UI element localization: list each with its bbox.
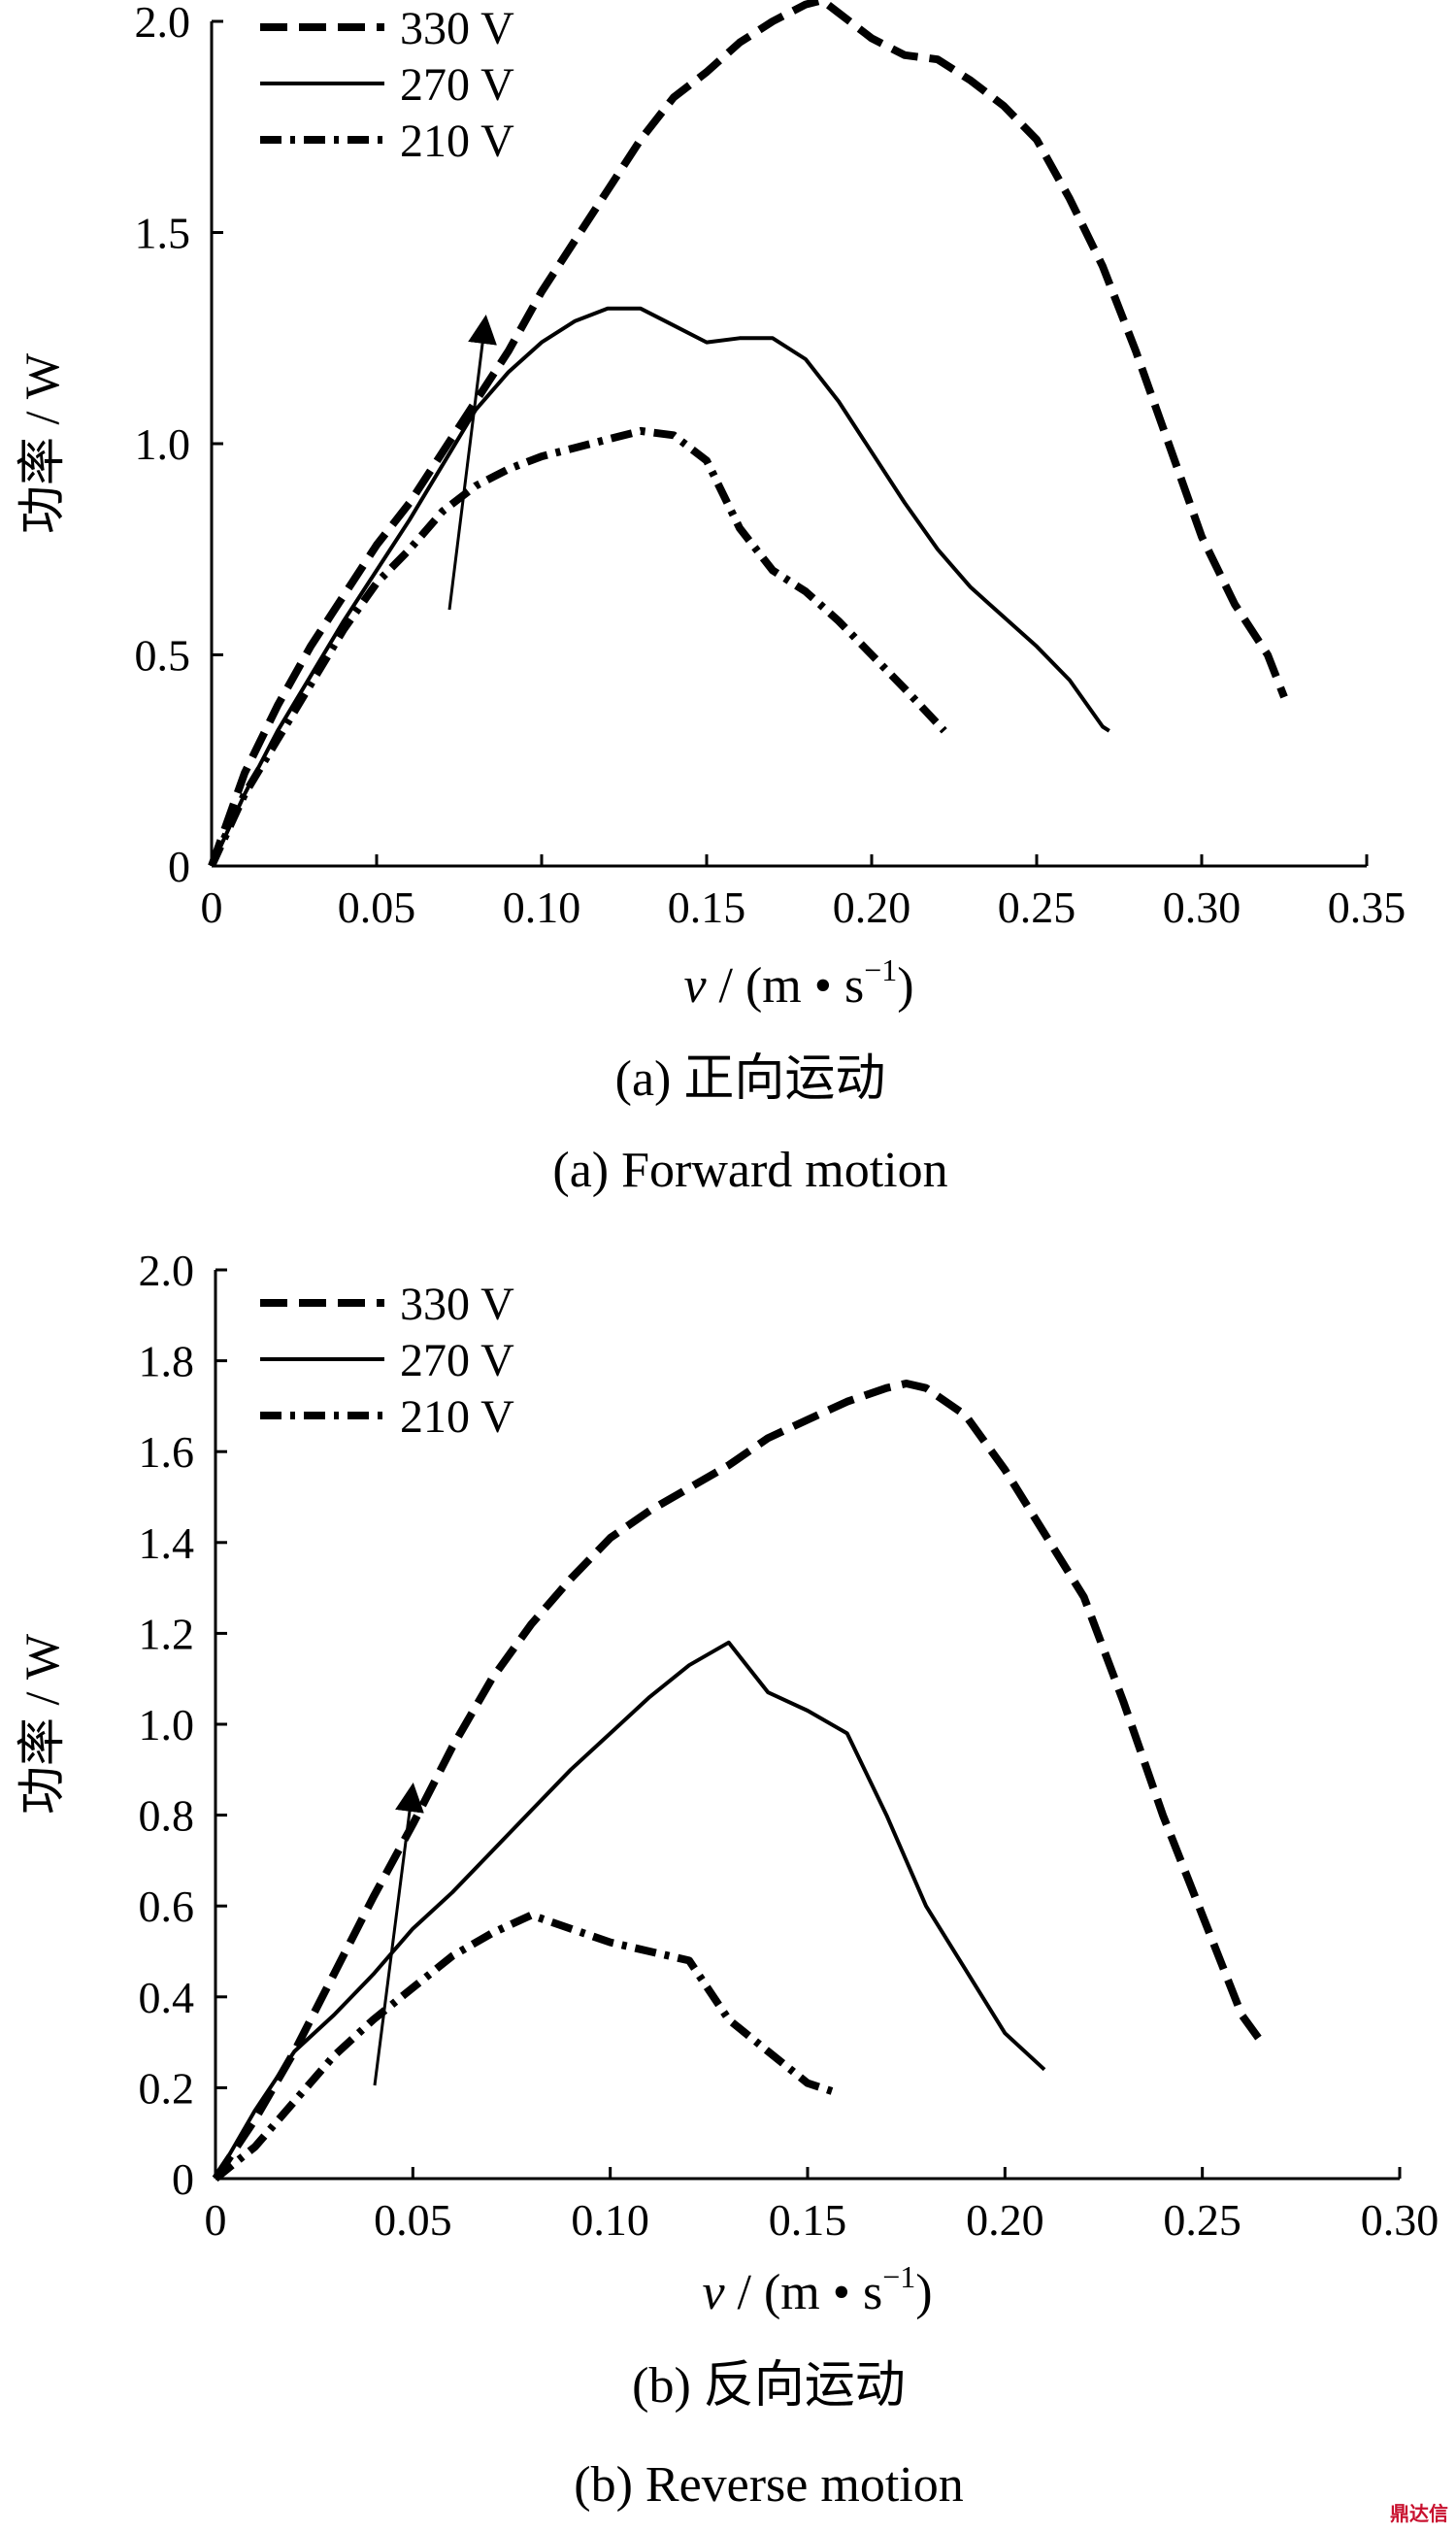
y-tick-label: 0.4	[139, 1973, 195, 2022]
x-axis-label: v / (m • s−1)	[683, 952, 913, 1014]
caption-chinese: (a) 正向运动	[615, 1051, 886, 1107]
y-tick-label: 1.0	[135, 419, 191, 469]
y-tick-label: 0.6	[139, 1882, 195, 1931]
series-line-270v	[214, 1640, 1046, 2181]
legend-label: 270 V	[400, 1335, 514, 1386]
legend-label: 330 V	[400, 3, 514, 54]
y-tick-label: 1.4	[139, 1518, 195, 1568]
x-tick-label: 0.35	[1328, 883, 1406, 932]
y-tick-label: 2.0	[135, 0, 191, 47]
trend-arrow	[373, 1782, 424, 2086]
x-tick-label: 0.20	[833, 883, 911, 932]
legend-label: 210 V	[400, 116, 514, 167]
x-tick-label: 0.05	[338, 883, 416, 932]
caption-english: (a) Forward motion	[552, 1143, 947, 1198]
x-tick-label: 0	[201, 883, 223, 932]
x-tick-label: 0.15	[769, 2195, 847, 2245]
y-tick-label: 0	[168, 842, 190, 891]
series-line-330v	[212, 1380, 1265, 2182]
legend-label: 210 V	[400, 1391, 514, 1443]
x-tick-label: 0.15	[668, 883, 746, 932]
y-tick-label: 0.5	[135, 631, 191, 681]
series-line-330v	[208, 0, 1288, 868]
series-line-270v	[210, 306, 1110, 867]
series-line-210v	[213, 1911, 837, 2182]
x-tick-label: 0.30	[1361, 2195, 1439, 2245]
x-tick-label: 0.10	[571, 2195, 649, 2245]
y-tick-label: 2.0	[139, 1246, 195, 1295]
y-tick-label: 1.2	[139, 1609, 195, 1658]
series-line-210v	[208, 426, 947, 868]
caption-english: (b) Reverse motion	[574, 2457, 963, 2513]
y-tick-label: 1.5	[135, 209, 191, 258]
x-axis-label: v / (m • s−1)	[702, 2259, 932, 2320]
panel-reverse-motion: 0 0.05 0.10 0.15 0.20 0.25 0.30 0 0.2 0.4 0.6 0.8 1.…	[15, 1246, 1439, 2513]
x-tick-label: 0.25	[1163, 2195, 1241, 2245]
y-axis-label: 功率 / W	[15, 1633, 69, 1815]
y-tick-label: 0	[172, 2154, 194, 2204]
watermark: 鼎达信	[1390, 2502, 1448, 2525]
y-tick-label: 0.2	[139, 2063, 195, 2113]
x-tick-label: 0.30	[1163, 883, 1241, 932]
legend-label: 330 V	[400, 1279, 514, 1330]
y-axis-label: 功率 / W	[15, 352, 69, 534]
caption-chinese: (b) 反向运动	[632, 2358, 906, 2414]
x-tick-label: 0.25	[998, 883, 1076, 932]
y-tick-label: 1.6	[139, 1427, 195, 1477]
x-tick-label: 0.10	[503, 883, 581, 932]
x-tick-label: 0	[205, 2195, 227, 2245]
x-tick-label: 0.05	[374, 2195, 452, 2245]
y-tick-label: 1.8	[139, 1337, 195, 1386]
trend-arrow	[447, 315, 497, 611]
panel-forward-motion: 0 0.05 0.10 0.15 0.20 0.25 0.30 0.35 0 0.5 1.0 1.5 2…	[15, 0, 1406, 1198]
y-tick-label: 1.0	[139, 1700, 195, 1749]
x-tick-label: 0.20	[966, 2195, 1044, 2245]
y-tick-label: 0.8	[139, 1791, 195, 1841]
legend-label: 270 V	[400, 59, 514, 111]
